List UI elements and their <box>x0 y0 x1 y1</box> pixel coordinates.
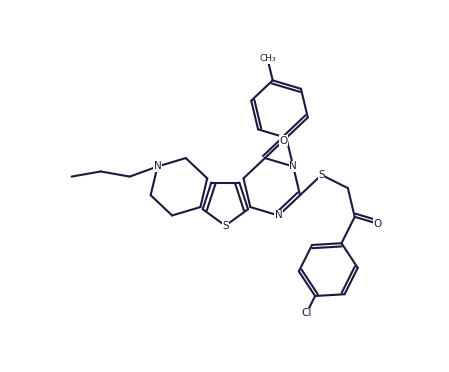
Text: S: S <box>222 221 229 231</box>
Text: O: O <box>279 136 287 146</box>
Text: S: S <box>318 170 325 180</box>
Text: O: O <box>373 219 382 228</box>
Text: N: N <box>275 211 282 221</box>
Text: Cl: Cl <box>301 308 312 318</box>
Text: N: N <box>154 161 161 171</box>
Text: CH₃: CH₃ <box>259 54 276 63</box>
Text: N: N <box>289 161 297 171</box>
